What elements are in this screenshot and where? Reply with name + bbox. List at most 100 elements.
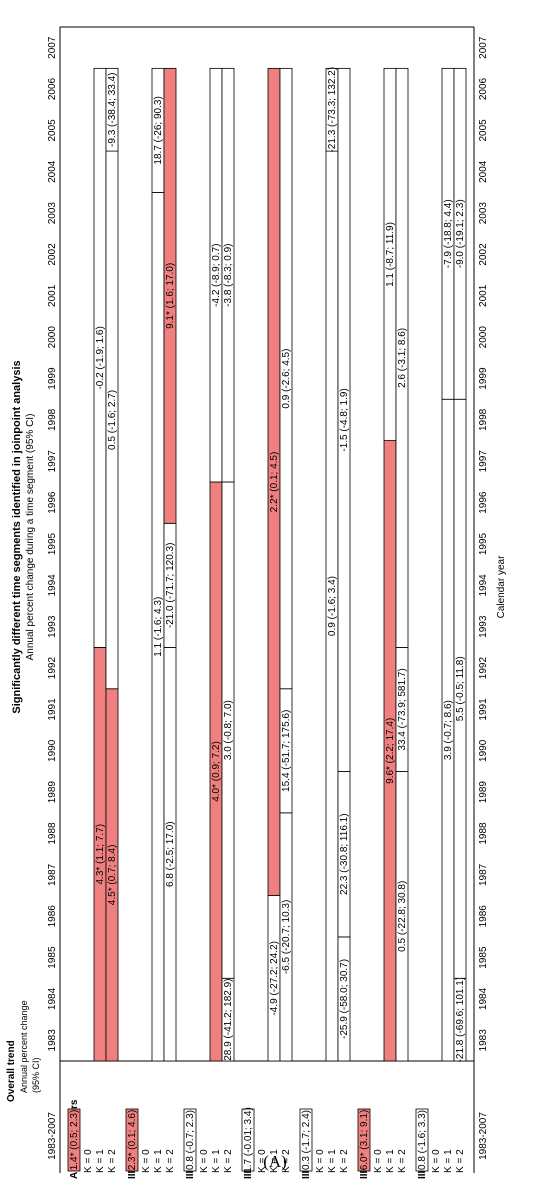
year-tick-bottom: 2007	[478, 36, 489, 59]
overall-trend-label: 0.3 (-1.7; 2.4)	[301, 1110, 312, 1170]
segment-bar	[337, 67, 351, 772]
segment-label: 6.8 (-2.5; 17.0)	[165, 821, 176, 887]
overall-period-top: 1983-2007	[47, 1112, 58, 1160]
k-row-label: K = 1	[95, 1149, 106, 1173]
k-row-label: K = 0	[83, 1149, 94, 1173]
group-label: IIIa	[127, 1165, 138, 1179]
year-tick-bottom: 2002	[478, 243, 489, 266]
year-tick-bottom: 1983	[478, 1029, 489, 1052]
chart-content: 1983 1983 1984 1984 1985 1985 1986 1986 1987 1987…	[47, 26, 489, 1179]
year-tick-top: 1997	[47, 450, 58, 473]
segment-label: 22.3 (-30.8; 116.1)	[339, 813, 350, 895]
year-tick-bottom: 1984	[478, 987, 489, 1010]
k-row-label: K = 0	[257, 1149, 268, 1173]
segment-label: 0.9 (-2.6; 4.5)	[281, 349, 292, 409]
year-tick-top: 1992	[47, 657, 58, 680]
year-tick-top: 2004	[47, 160, 58, 183]
overall-subtitle: Annual percent change (95% CI)	[19, 1000, 41, 1093]
year-tick-top: 1989	[47, 781, 58, 804]
year-tick-top: 1986	[47, 905, 58, 928]
overall-trend-label: 1.7 (-0.01; 3.4)	[243, 1107, 254, 1173]
k-row-label: K = 0	[141, 1149, 152, 1173]
k-row-label: K = 1	[443, 1149, 454, 1173]
overall-trend-box	[125, 1108, 139, 1172]
group-label: IIIe	[359, 1165, 370, 1179]
segment-label: -7.9 (-18.8; 4.4)	[443, 199, 454, 268]
segment-label: -6.5 (-20.7; 10.3)	[281, 900, 292, 974]
year-tick-bottom: 1992	[478, 657, 489, 680]
segment-label: 9.6* (2.2; 17.4)	[385, 718, 396, 784]
overall-subtitle-line: Annual percent change	[19, 1000, 29, 1093]
segment-label: 3.0 (-0.8; 7.0)	[223, 700, 234, 760]
segment-label: -21.8 (-69.6; 101.1)	[455, 977, 466, 1063]
segment-label: 2.2* (0.1; 4.5)	[269, 452, 280, 513]
year-tick-bottom: 2006	[478, 77, 489, 100]
k-row-label: K = 0	[199, 1149, 210, 1173]
year-tick-bottom: 1989	[478, 781, 489, 804]
year-tick-bottom: 2004	[478, 160, 489, 183]
year-tick-bottom: 1990	[478, 739, 489, 762]
segment-bar	[395, 67, 409, 648]
overall-trend-label: 6.0* (3.1; 9.1)	[359, 1110, 370, 1171]
segment-label: 9.1* (1.6; 17.0)	[165, 263, 176, 329]
segment-label: 5.5 (-0.5; 11.8)	[455, 656, 466, 721]
overall-trend-box	[415, 1108, 429, 1172]
year-tick-top: 1995	[47, 532, 58, 555]
group-label: IIIb	[185, 1165, 196, 1179]
segment-bar	[163, 67, 177, 524]
segment-label: 18.7 (-26; 90.3)	[153, 96, 164, 164]
year-tick-bottom: 1986	[478, 905, 489, 928]
segment-label: -1.5 (-4.8; 1.9)	[339, 388, 350, 451]
segment-label: 15.4 (-51.7; 175.6)	[281, 710, 292, 792]
k-row-label: K = 1	[211, 1149, 222, 1173]
segment-label: 3.9 (-0.7; 8.6)	[443, 700, 454, 760]
year-tick-top: 1987	[47, 863, 58, 886]
segment-bar	[279, 67, 293, 690]
k-row-label: K = 0	[315, 1149, 326, 1173]
segment-label: -9.3 (-38.4; 33.4)	[107, 72, 118, 146]
year-tick-bottom: 1995	[478, 532, 489, 555]
year-tick-bottom: 1993	[478, 615, 489, 638]
year-tick-top: 1990	[47, 739, 58, 762]
segment-label: -4.9 (-27.2; 24.2)	[269, 941, 280, 1015]
group-label: IIId	[301, 1165, 312, 1179]
overall-trend-box	[183, 1108, 197, 1172]
k-row-label: K = 1	[269, 1149, 280, 1173]
year-tick-top: 1998	[47, 408, 58, 431]
segment-label: 4.0* (0.9; 7.2)	[211, 741, 222, 802]
segment-label: 33.4 (-73.9; 581.7)	[397, 668, 408, 750]
overall-subtitle-line: (95% CI)	[31, 1057, 41, 1093]
year-tick-bottom: 1987	[478, 863, 489, 886]
year-tick-bottom: 2001	[478, 284, 489, 307]
segment-label: -25.9 (-58.0; 30.7)	[339, 959, 350, 1039]
overall-trend-box	[241, 1108, 255, 1172]
overall-trend-box	[67, 1108, 81, 1172]
segment-label: 28.9 (-41.2; 182.9)	[223, 978, 234, 1060]
year-tick-bottom: 2003	[478, 202, 489, 225]
segment-label: -3.8 (-8.3; 0.9)	[223, 243, 234, 306]
overall-trend-label: 0.8 (-0.7; 2.3)	[185, 1110, 196, 1170]
year-tick-bottom: 2000	[478, 326, 489, 349]
k-row-label: K = 1	[385, 1149, 396, 1173]
overall-trend-label: 1.4* (0.5; 2.3)	[69, 1110, 80, 1171]
segment-bar	[105, 67, 119, 152]
segment-label: 1.1 (-1.6; 4.3)	[153, 597, 164, 657]
segment-label: 0.5 (-22.8; 30.8)	[397, 881, 408, 952]
year-tick-top: 2006	[47, 77, 58, 100]
segment-bar	[221, 67, 235, 483]
group-label: IIIc	[243, 1165, 254, 1179]
year-tick-top: 1984	[47, 987, 58, 1010]
k-row-label: K = 2	[397, 1149, 408, 1173]
overall-trend-label: 0.8 (-1.6; 3.3)	[417, 1110, 428, 1170]
overall-period-bottom: 1983-2007	[478, 1112, 489, 1160]
year-tick-bottom: 1998	[478, 408, 489, 431]
year-tick-top: 2002	[47, 243, 58, 266]
segment-label: 2.6 (-3.1; 8.6)	[397, 328, 408, 388]
k-row-label: K = 2	[223, 1149, 234, 1173]
segment-label: 0.9 (-1.6; 3.4)	[327, 576, 338, 636]
year-tick-top: 1999	[47, 367, 58, 390]
k-row-label: K = 0	[431, 1149, 442, 1173]
